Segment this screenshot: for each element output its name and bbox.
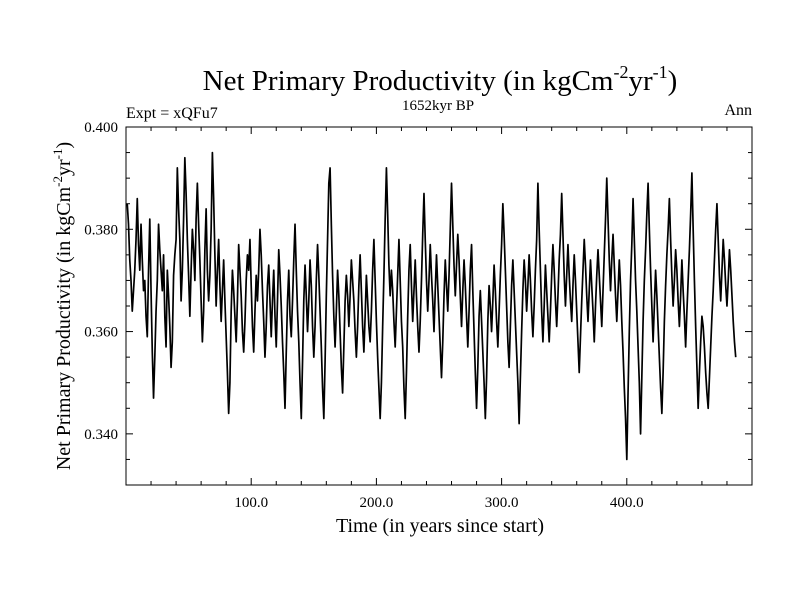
x-tick-label: 200.0: [360, 495, 394, 511]
period-label: 1652kyr BP: [402, 98, 474, 114]
series-layer: [126, 151, 737, 461]
season-label: Ann: [724, 102, 752, 119]
y-tick-label: 0.340: [84, 427, 118, 443]
y-axis-label: Net Primary Productivity (in kgCm-2yr-1): [50, 142, 75, 470]
x-axis-label: Time (in years since start): [336, 515, 544, 537]
npp-series-line: [126, 151, 737, 461]
experiment-label: Expt = xQFu7: [126, 105, 218, 122]
y-tick-label: 0.380: [84, 222, 118, 238]
y-tick-label: 0.400: [84, 120, 118, 136]
y-tick-label: 0.360: [84, 325, 118, 341]
x-axis-ticks: 100.0 200.0 300.0 400.0: [150, 127, 728, 511]
plot-area: 100.0 200.0 300.0 400.0 0.340 0.360 0.380 0.40…: [84, 120, 753, 511]
x-tick-label: 400.0: [610, 495, 644, 511]
x-tick-label: 100.0: [234, 495, 268, 511]
x-tick-label: 300.0: [485, 495, 519, 511]
y-axis-ticks: 0.340 0.360 0.380 0.400: [84, 120, 752, 460]
chart-title: Net Primary Productivity (in kgCm-2yr-1): [203, 62, 678, 97]
